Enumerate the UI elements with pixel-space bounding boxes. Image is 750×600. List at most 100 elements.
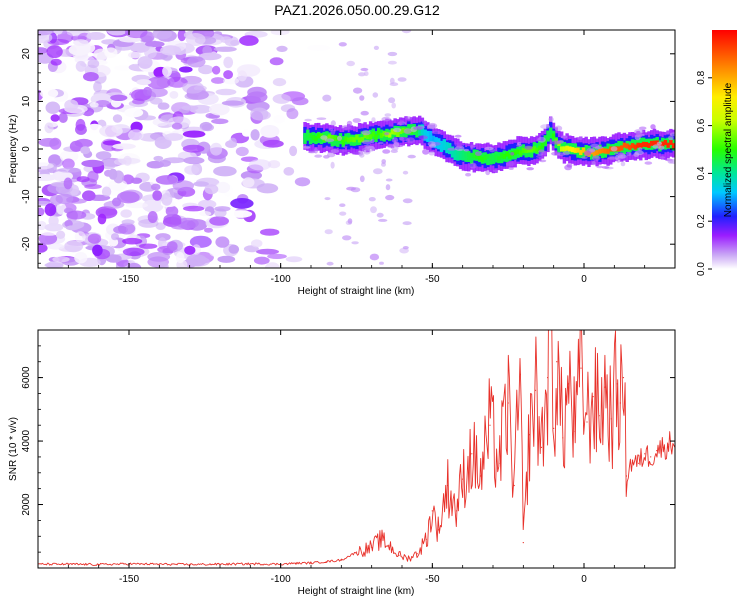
snr-data-point — [416, 553, 418, 555]
spectrogram-noise-blob — [112, 143, 136, 150]
spectrogram-noise-blob — [183, 156, 205, 165]
spectrogram-noise-blob — [126, 262, 142, 268]
x-tick-label: -100 — [271, 274, 291, 285]
spectrogram-ridge-halo — [538, 149, 545, 154]
spectrogram-noise-blob — [95, 100, 110, 108]
spectrogram-ridge-cell — [366, 134, 370, 140]
spectrogram-noise-blob — [46, 45, 63, 59]
spectrogram-ridge-cell — [524, 148, 528, 154]
snr-data-point — [456, 510, 458, 512]
spectrogram-noise-blob — [250, 129, 260, 141]
colorbar-tick-label: 0.0 — [696, 262, 707, 276]
snr-data-point — [480, 475, 482, 477]
x-tick-label: -50 — [425, 574, 440, 585]
spectrogram-ridge-halo — [644, 161, 653, 165]
spectrogram-ridge-halo — [307, 150, 316, 154]
spectrogram-ridge-halo — [583, 150, 592, 157]
spectrogram-noise-blob — [64, 240, 84, 253]
spectrogram-ridge-halo — [324, 138, 335, 142]
spectrogram-ridge-cell — [393, 129, 397, 135]
spectrogram-ridge-cell — [341, 139, 345, 145]
spectrogram-noise-blob — [220, 36, 232, 44]
colorbar-gradient — [712, 30, 737, 269]
spectrogram-noise-blob — [211, 77, 225, 84]
spectrogram-ridge-halo — [399, 119, 404, 125]
snr-data-point — [425, 538, 427, 541]
spectrogram-ridge-cell — [595, 150, 599, 156]
spectrogram-noise-blob — [228, 137, 237, 146]
snr-data-point — [380, 538, 382, 541]
spectrogram-noise-blob — [162, 65, 172, 77]
spectrogram-noise-blob — [359, 175, 365, 183]
spectrogram-ridge-cell — [549, 130, 553, 136]
snr-data-point — [519, 373, 521, 375]
spectrogram-noise-blob — [113, 170, 125, 184]
spectrogram-ridge-cell — [475, 154, 479, 160]
snr-data-point — [656, 450, 658, 452]
snr-data-point — [513, 484, 515, 487]
spectrogram-ridge-cell — [669, 139, 673, 145]
snr-data-point — [462, 478, 464, 480]
spectrogram-ridge-cell — [377, 130, 381, 136]
spectrogram-noise-blob — [391, 102, 397, 109]
spectrogram-ridge-halo — [556, 152, 566, 156]
spectrogram-noise-blob — [38, 47, 48, 55]
spectrogram-ridge-halo — [656, 141, 663, 146]
spectrogram-ridge-cell — [513, 150, 517, 156]
spectrogram-ridge-halo — [510, 152, 515, 156]
spectrogram-noise-blob — [230, 39, 240, 46]
snr-data-point — [534, 389, 537, 391]
spectrogram-noise-blob — [87, 233, 102, 244]
spectrogram-ridge-cell — [303, 134, 307, 140]
spectrogram-noise-blob — [84, 184, 102, 190]
spectrogram-ridge-cell — [560, 140, 564, 152]
spectrogram-noise-blob — [306, 44, 331, 51]
spectrogram-ridge-halo — [596, 165, 603, 169]
spectrogram-ridge-cell — [600, 148, 605, 154]
spectrogram-ridge-cell — [363, 133, 367, 139]
spectrogram-noise-blob — [45, 101, 61, 114]
spectrogram-ridge-halo — [314, 154, 323, 158]
x-tick-label: -100 — [271, 574, 291, 585]
spectrogram-noise-blob — [87, 170, 99, 183]
spectrogram-noise-blob — [63, 177, 73, 190]
spectrogram-ridge-halo — [370, 139, 375, 144]
spectrogram-noise-blob — [210, 142, 223, 156]
spectrogram-ridge-halo — [454, 142, 465, 148]
spectrogram-ridge-halo — [601, 166, 610, 169]
snr-background — [38, 330, 675, 568]
spectrogram-noise-blob — [44, 203, 57, 217]
colorbar-tick-label: 0.8 — [696, 70, 707, 84]
snr-data-point — [310, 562, 312, 564]
spectrogram-noise-blob — [360, 67, 369, 72]
spectrogram-ridge-cell — [546, 135, 550, 141]
snr-data-point — [619, 402, 622, 404]
spectrogram-ridge-cell — [388, 132, 392, 138]
spectrogram-noise-blob — [145, 41, 165, 48]
spectrogram-ridge-halo — [590, 143, 600, 148]
spectrogram-noise-blob — [87, 59, 100, 69]
spectrogram-noise-blob — [83, 72, 99, 82]
spectrogram-noise-blob — [384, 113, 392, 117]
spectrogram-ridge-cell — [527, 147, 531, 153]
spectrogram-ridge-halo — [304, 118, 312, 122]
spectrogram-noise-blob — [346, 60, 356, 67]
spectrogram-noise-blob — [65, 225, 79, 231]
spectrogram-ridge-cell — [478, 155, 482, 161]
spectrogram-noise-blob — [378, 218, 388, 222]
snr-data-point — [471, 453, 473, 455]
spectrogram-ridge-halo — [537, 136, 546, 143]
spectrogram-ridge-halo — [613, 152, 624, 155]
snr-data-point — [431, 510, 433, 512]
spectrogram-noise-blob — [64, 99, 79, 111]
snr-data-point — [568, 383, 570, 385]
spectrogram-noise-blob — [155, 175, 178, 185]
spectrogram-noise-blob — [208, 103, 230, 116]
spectrogram-ridge-halo — [455, 145, 465, 151]
spectrogram-noise-blob — [89, 102, 99, 108]
spectrogram-noise-blob — [182, 130, 206, 138]
colorbar-ticks: 0.0 0.2 0.4 0.6 0.8 — [696, 70, 712, 276]
spectrogram-noise-blob — [86, 123, 103, 133]
spectrogram-noise-blob — [204, 184, 219, 195]
spectrogram-noise-blob — [402, 170, 409, 175]
